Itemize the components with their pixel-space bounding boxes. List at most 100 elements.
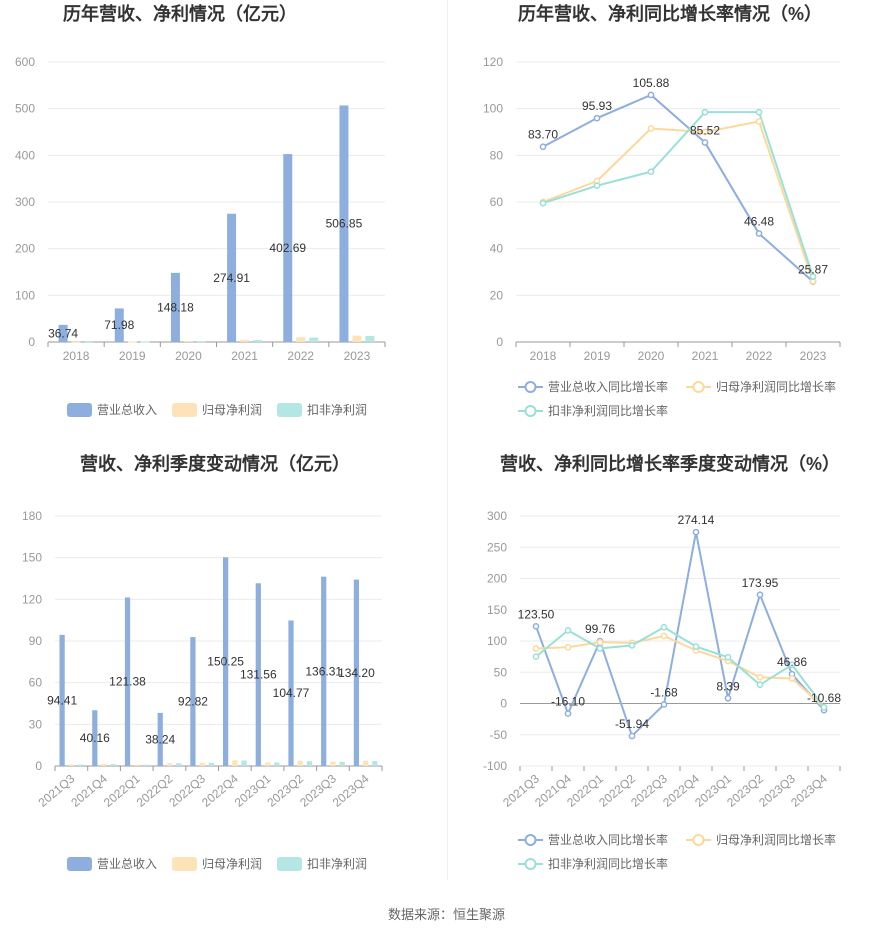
quarterly-growth-point-deducted-profit — [660, 623, 668, 631]
annual-revenue-legend-swatch-net-profit — [172, 403, 197, 417]
quarterly-growth-point-revenue — [692, 528, 700, 536]
quarterly-growth-legend-label-deducted-profit: 扣非净利润同比增长率 — [548, 856, 668, 871]
quarterly-revenue-data-label: 40.16 — [80, 731, 110, 745]
quarterly-growth-data-label: 99.76 — [585, 622, 615, 636]
annual-growth-x-tick-label: 2019 — [584, 349, 611, 363]
quarterly-growth-y-tick-label: 200 — [487, 572, 507, 586]
quarterly-revenue-y-tick-label: 180 — [22, 509, 42, 523]
chart-quarterly-growth: 营收、净利同比增长率季度变动情况（%） -100 -50 0 50 100 150 200 25… — [448, 450, 893, 890]
annual-revenue-data-label: 148.18 — [157, 300, 194, 314]
quarterly-revenue-data-label: 134.20 — [338, 666, 375, 680]
annual-growth-point-deducted-profit — [647, 168, 655, 176]
annual-revenue-bar-revenue — [283, 154, 293, 342]
quarterly-revenue-legend-swatch-net-profit — [172, 857, 197, 871]
annual-growth-legend-marker-revenue — [524, 381, 537, 393]
quarterly-growth-x-tick-label: 2023Q4 — [788, 771, 830, 809]
annual-revenue-y-tick-label: 400 — [15, 148, 35, 162]
quarterly-growth-data-label: -1.68 — [650, 686, 678, 700]
quarterly-revenue-bar-net-profit — [297, 760, 303, 766]
chart-annual-revenue-svg: 历年营收、净利情况（亿元） 0 100 200 300 400 500 600 2018 2019… — [15, 3, 386, 417]
quarterly-growth-point-deducted-profit — [564, 627, 572, 634]
chart-annual-growth-svg: 历年营收、净利同比增长率情况（%） 0 20 40 60 80 100 120 2018 2019… — [483, 3, 841, 418]
quarterly-revenue-bar-revenue — [124, 597, 131, 766]
annual-growth-legend-label-deducted-profit: 扣非净利润同比增长率 — [548, 403, 668, 418]
annual-growth-point-deducted-profit — [539, 199, 547, 207]
annual-growth-y-tick-label: 0 — [496, 335, 503, 349]
quarterly-growth-data-label: 274.14 — [678, 513, 715, 527]
annual-growth-y-tick-label: 100 — [483, 102, 503, 116]
quarterly-revenue-bar-net-profit — [134, 764, 140, 766]
annual-revenue-bar-deducted-profit — [253, 340, 263, 342]
annual-revenue-bar-revenue — [170, 272, 180, 342]
quarterly-growth-line-deducted-profit — [535, 626, 825, 708]
quarterly-revenue-data-label: 121.38 — [109, 675, 146, 689]
quarterly-growth-point-deducted-profit — [596, 645, 604, 652]
annual-growth-data-label: 25.87 — [798, 263, 828, 277]
quarterly-revenue-data-label: 94.41 — [47, 693, 77, 707]
annual-revenue-x-tick-label: 2020 — [175, 349, 202, 363]
annual-growth-point-revenue — [539, 143, 547, 151]
quarterly-growth-title: 营收、净利同比增长率季度变动情况（%） — [500, 453, 840, 474]
quarterly-growth-point-deducted-profit — [692, 643, 700, 650]
quarterly-revenue-bar-revenue — [157, 712, 163, 766]
quarterly-revenue-bar-net-profit — [232, 760, 238, 766]
annual-growth-data-label: 46.48 — [744, 215, 774, 229]
quarterly-growth-y-tick-label: 150 — [487, 603, 507, 617]
annual-revenue-x-tick-label: 2022 — [287, 349, 314, 363]
quarterly-revenue-data-label: 136.31 — [305, 664, 342, 678]
chart-annual-revenue: 历年营收、净利情况（亿元） 0 100 200 300 400 500 600 2018 2019… — [0, 0, 447, 440]
quarterly-growth-y-tick-label: -50 — [490, 728, 508, 742]
annual-growth-point-deducted-profit — [701, 108, 709, 116]
quarterly-revenue-bar-net-profit — [166, 763, 173, 766]
chart-quarterly-growth-svg: 营收、净利同比增长率季度变动情况（%） -100 -50 0 50 100 150 200 25… — [483, 453, 841, 871]
quarterly-growth-point-deducted-profit — [788, 661, 796, 669]
quarterly-growth-y-tick-label: 300 — [487, 509, 507, 523]
quarterly-growth-point-deducted-profit — [820, 703, 828, 711]
annual-growth-x-tick-label: 2022 — [746, 349, 773, 363]
annual-growth-data-label: 83.70 — [528, 128, 558, 142]
quarterly-growth-point-revenue — [660, 701, 668, 708]
annual-growth-data-label: 95.93 — [582, 99, 612, 113]
quarterly-revenue-bar-revenue — [92, 710, 98, 766]
annual-revenue-legend-label-deducted-profit: 扣非净利润 — [307, 403, 367, 417]
annual-revenue-x-tick-label: 2019 — [119, 349, 146, 363]
annual-growth-y-tick-label: 80 — [490, 148, 504, 162]
annual-growth-y-tick-label: 40 — [490, 242, 504, 256]
quarterly-revenue-bar-revenue — [321, 576, 327, 766]
annual-revenue-bar-revenue — [227, 213, 237, 342]
quarterly-revenue-bar-deducted-profit — [77, 764, 84, 766]
annual-growth-legend-marker-net-profit — [692, 381, 705, 393]
annual-revenue-title: 历年营收、净利情况（亿元） — [63, 3, 297, 24]
quarterly-revenue-bar-revenue — [190, 637, 196, 766]
annual-revenue-bar-deducted-profit — [309, 337, 319, 342]
quarterly-revenue-y-tick-label: 60 — [29, 676, 43, 690]
quarterly-revenue-bar-deducted-profit — [143, 764, 149, 766]
quarterly-growth-point-revenue — [532, 622, 540, 630]
quarterly-revenue-data-label: 92.82 — [178, 695, 208, 709]
annual-growth-line-net-profit — [542, 120, 814, 282]
quarterly-revenue-legend-label-net-profit: 归母净利润 — [202, 857, 262, 871]
quarterly-revenue-data-label: 131.56 — [240, 668, 277, 682]
quarterly-revenue-bar-deducted-profit — [306, 761, 313, 766]
quarterly-growth-data-label: -10.68 — [807, 691, 841, 705]
quarterly-growth-legend-marker-deducted-profit — [524, 858, 537, 870]
annual-growth-data-label: 105.88 — [633, 76, 670, 90]
annual-revenue-x-tick-label: 2018 — [63, 349, 90, 363]
annual-revenue-data-label: 402.69 — [269, 241, 306, 255]
annual-growth-point-revenue — [647, 91, 655, 99]
chart-annual-growth: 历年营收、净利同比增长率情况（%） 0 20 40 60 80 100 120 2018 2019… — [448, 0, 893, 440]
quarterly-growth-y-tick-label: 100 — [487, 634, 507, 648]
quarterly-revenue-bar-net-profit — [330, 761, 336, 766]
panel-divider — [447, 0, 448, 880]
quarterly-growth-point-deducted-profit — [532, 653, 540, 660]
annual-growth-point-net-profit — [755, 118, 763, 125]
quarterly-revenue-legend-label-revenue: 营业总收入 — [97, 857, 157, 871]
quarterly-growth-legend-marker-revenue — [524, 834, 537, 846]
quarterly-revenue-legend-label-deducted-profit: 扣非净利润 — [307, 857, 367, 871]
quarterly-growth-point-net-profit — [532, 645, 540, 652]
annual-revenue-bar-deducted-profit — [84, 341, 94, 343]
quarterly-revenue-bar-deducted-profit — [339, 761, 345, 766]
annual-revenue-bar-net-profit — [127, 341, 137, 343]
quarterly-revenue-bar-deducted-profit — [241, 760, 247, 766]
quarterly-growth-data-label: -16.10 — [551, 695, 585, 709]
